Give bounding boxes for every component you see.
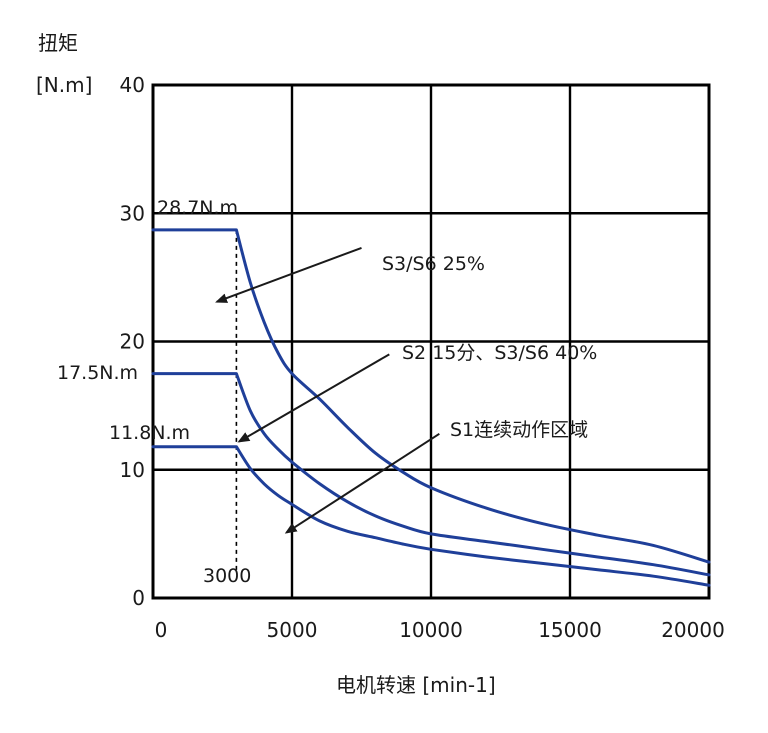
s3-s6-25-label: S3/S6 25% (382, 253, 485, 275)
torque-curves (151, 228, 711, 587)
x-tick-label: 20000 (661, 618, 725, 642)
annotation-arrow-3 (284, 432, 440, 534)
x-tick-label: 0 (155, 618, 168, 642)
y-tick-label: 20 (120, 330, 145, 354)
annotation-arrow-1 (215, 246, 362, 303)
y-tick-label: 0 (132, 586, 145, 610)
x-axis-label: 电机转速 [min-1] (336, 673, 496, 697)
torque-label-28-7: 28.7N.m (157, 197, 238, 219)
plot-border (151, 83, 711, 600)
x-tick-label: 5000 (267, 618, 318, 642)
y-tick-labels: 0 10 20 30 40 (120, 73, 145, 610)
grid-lines (153, 85, 709, 598)
y-tick-label: 40 (120, 73, 145, 97)
s2-s3-s6-40-label: S2 15分、S3/S6 40% (402, 342, 597, 364)
y-tick-label: 10 (120, 458, 145, 482)
y-tick-label: 30 (120, 201, 145, 225)
plot-frame (151, 83, 711, 600)
x-tick-labels: 0 5000 10000 15000 20000 (155, 618, 725, 642)
annotation-arrow-2 (237, 353, 390, 443)
base-speed-label: 3000 (203, 565, 251, 587)
torque-curve-1 (151, 228, 711, 564)
annotation-arrows (215, 246, 440, 534)
torque-label-11-8: 11.8N.m (109, 422, 190, 444)
torque-label-17-5: 17.5N.m (57, 362, 138, 384)
y-axis-label-line2: [N.m] (36, 73, 92, 97)
y-axis-label-line1: 扭矩 (38, 31, 78, 55)
x-tick-label: 15000 (538, 618, 602, 642)
x-tick-label: 10000 (399, 618, 463, 642)
torque-curve-2 (151, 372, 711, 577)
s1-continuous-label: S1连续动作区域 (450, 419, 588, 441)
torque-curve-3 (151, 445, 711, 587)
